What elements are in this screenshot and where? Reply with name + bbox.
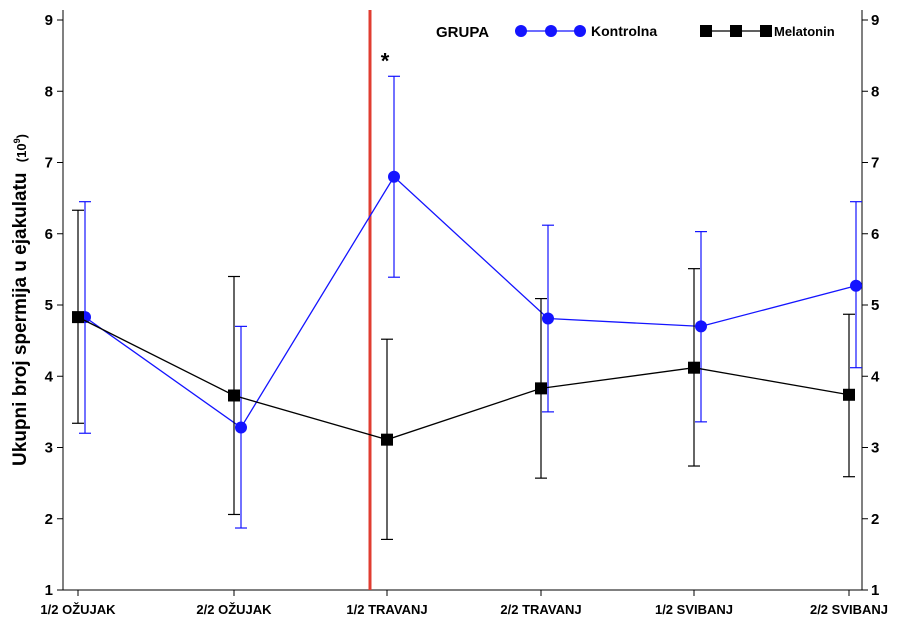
legend-marker-kontrolna: [545, 25, 557, 37]
y-tick-label-right: 9: [871, 12, 879, 29]
y-tick-label-right: 3: [871, 440, 879, 457]
legend-marker-melatonin: [700, 25, 712, 37]
x-tick-label: 1/2 SVIBANJ: [655, 602, 733, 617]
y-tick-label-right: 5: [871, 297, 879, 314]
legend-item-kontrolna: Kontrolna: [515, 23, 657, 39]
data-point-melatonin: [72, 311, 84, 324]
y-axis-title-unit: (10: [14, 143, 29, 162]
y-tick-label-left: 8: [45, 83, 53, 100]
y-tick-label-right: 8: [871, 83, 879, 100]
data-point-melatonin: [228, 389, 240, 402]
data-point-kontrolna: [388, 170, 400, 183]
legend-marker-kontrolna: [574, 25, 586, 37]
x-tick-label: 1/2 OŽUJAK: [40, 602, 116, 617]
legend-title: GRUPA: [436, 24, 489, 41]
legend-item-melatonin: Melatonin: [700, 24, 835, 39]
significance-marker: *: [381, 48, 390, 73]
y-tick-label-right: 7: [871, 155, 879, 172]
y-axis-title: Ukupni broj spermija u ejakulatu (109): [10, 134, 31, 466]
y-tick-label-right: 4: [871, 368, 880, 385]
y-tick-label-left: 3: [45, 440, 53, 457]
legend-marker-melatonin: [730, 25, 742, 37]
data-point-kontrolna: [695, 320, 707, 333]
legend-marker-melatonin: [760, 25, 772, 37]
y-axis-title-main: Ukupni broj spermija u ejakulatu: [10, 172, 31, 466]
data-point-kontrolna: [542, 312, 554, 325]
y-tick-label-left: 1: [45, 582, 53, 599]
legend-label-melatonin: Melatonin: [774, 24, 835, 39]
data-point-melatonin: [381, 433, 393, 446]
x-tick-label: 2/2 TRAVANJ: [500, 602, 581, 617]
data-point-kontrolna: [235, 421, 247, 434]
series-line-kontrolna: [84, 175, 857, 429]
plot-area: *: [72, 10, 862, 590]
data-point-melatonin: [535, 382, 547, 395]
legend: GRUPA Kontrolna Melatonin: [436, 23, 835, 41]
y-tick-label-right: 2: [871, 511, 879, 528]
y-tick-label-left: 2: [45, 511, 53, 528]
y-tick-label-left: 7: [45, 155, 53, 172]
y-tick-label-left: 5: [45, 297, 53, 314]
data-point-melatonin: [688, 361, 700, 374]
data-point-kontrolna: [850, 279, 862, 292]
legend-label-kontrolna: Kontrolna: [591, 23, 657, 39]
axes: 1 1 2 2 3 3 4 4 5 5 6 6 7 7 8 8 9 9 1/2 OŽUJAK 2/2 OŽUJAK 1/…: [40, 10, 888, 617]
y-tick-label-left: 4: [45, 368, 54, 385]
y-tick-label-left: 6: [45, 226, 53, 243]
y-tick-label-right: 1: [871, 582, 879, 599]
x-tick-label: 1/2 TRAVANJ: [346, 602, 427, 617]
legend-marker-kontrolna: [515, 25, 527, 37]
series-line-melatonin: [77, 316, 850, 441]
data-point-melatonin: [843, 388, 855, 401]
y-tick-label-right: 6: [871, 226, 879, 243]
y-axis-title-exponent: 9: [12, 138, 22, 143]
y-tick-label-left: 9: [45, 12, 53, 29]
y-axis-title-unit-close: ): [14, 134, 29, 138]
x-tick-label: 2/2 SVIBANJ: [810, 602, 888, 617]
x-tick-label: 2/2 OŽUJAK: [196, 602, 272, 617]
